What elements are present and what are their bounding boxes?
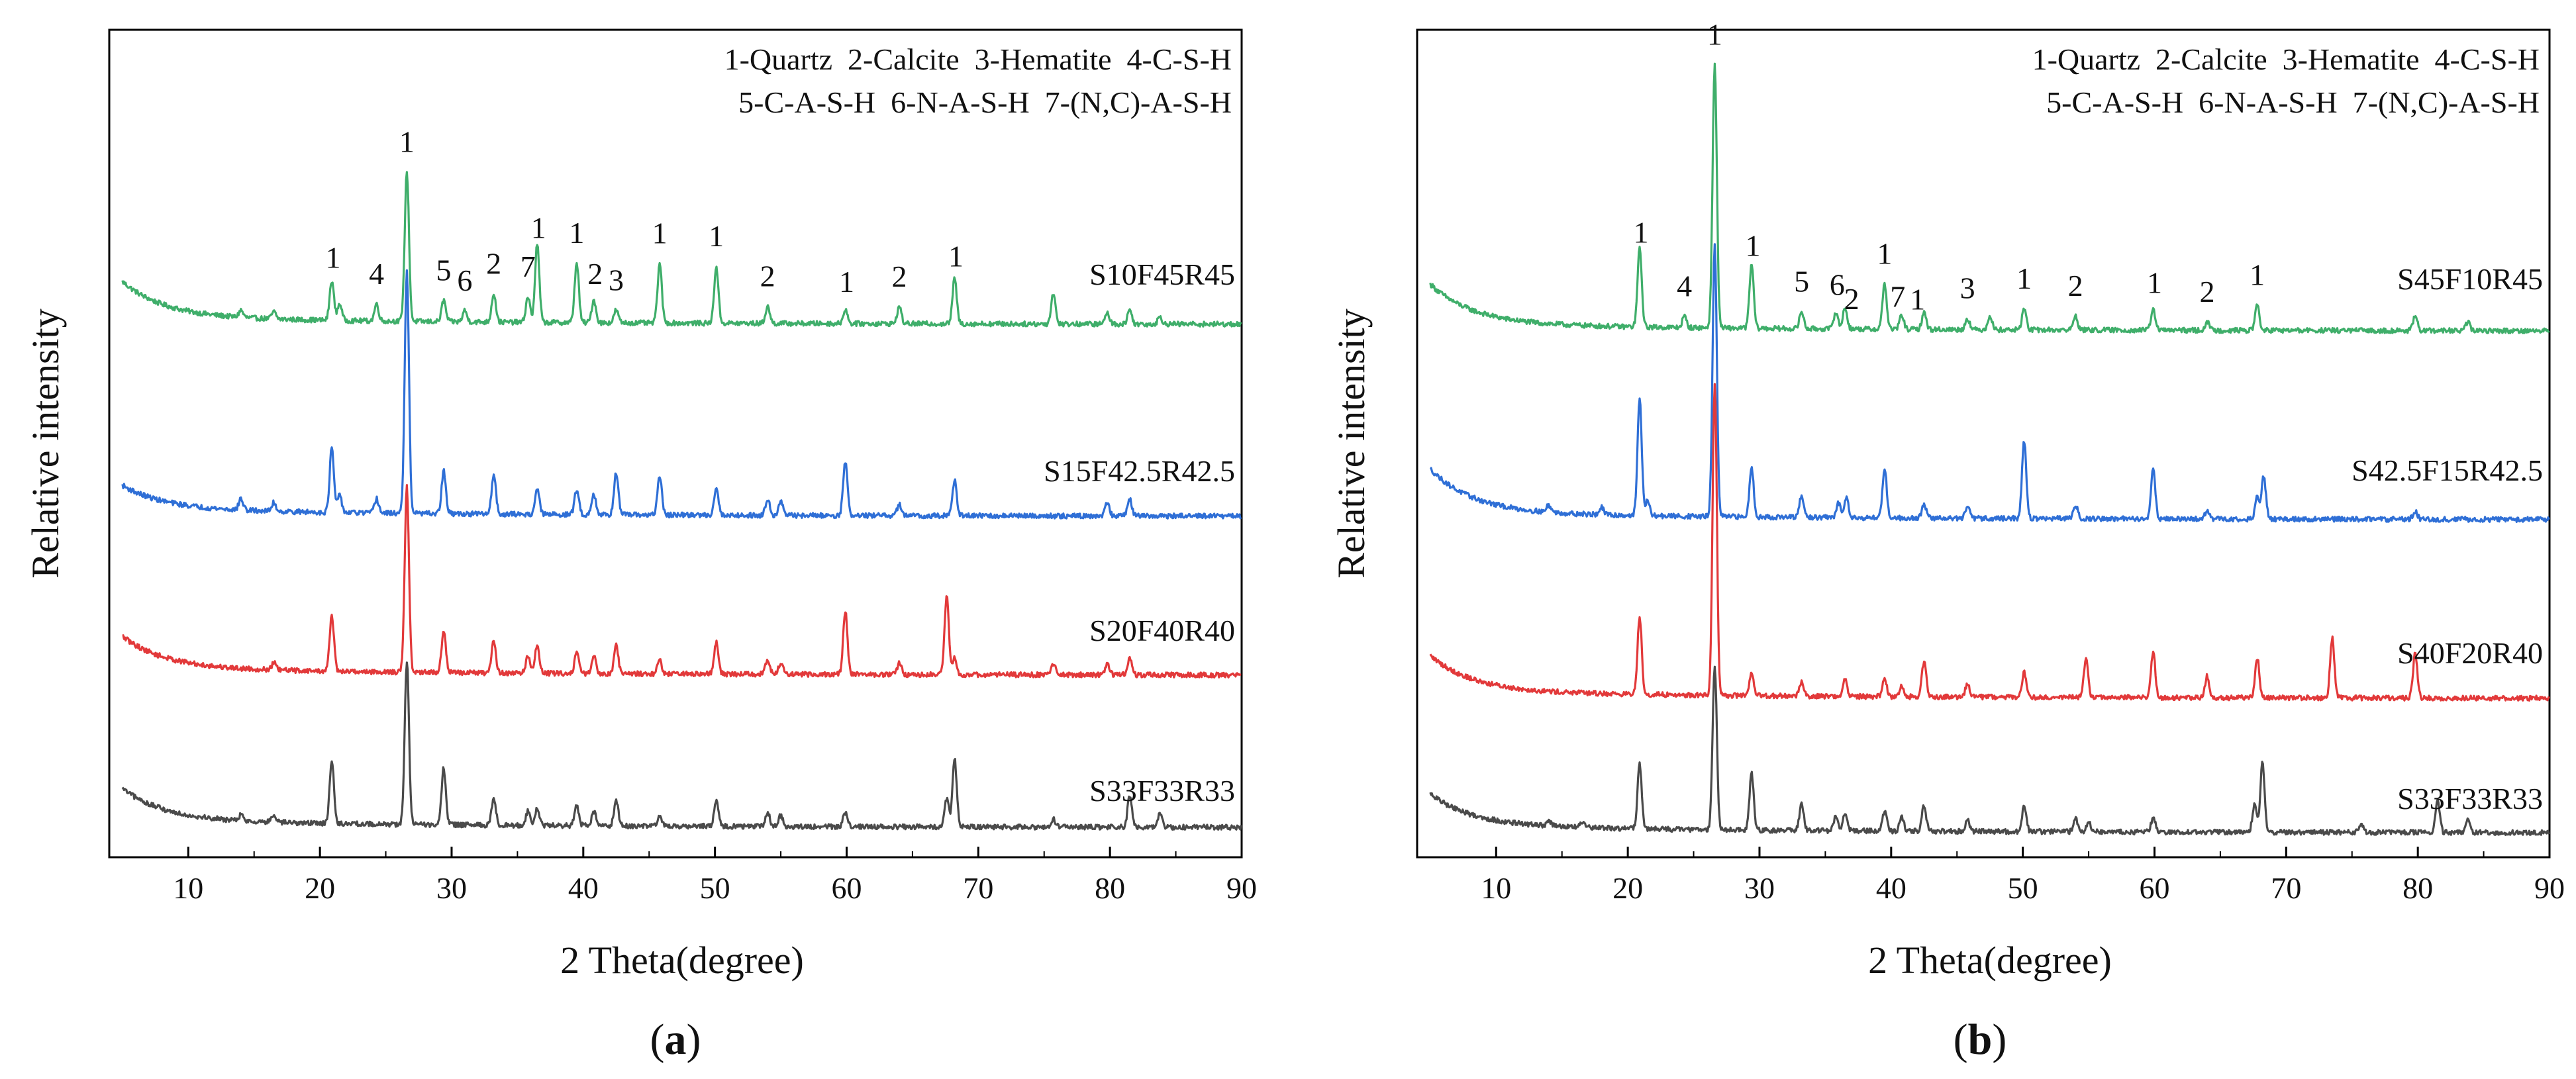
peak-annotation: 4 xyxy=(369,257,384,291)
panel-b-y-axis-label: Relative intensity xyxy=(1330,308,1373,579)
peak-annotation: 1 xyxy=(1634,216,1649,250)
panel-a-x-ticks: 10 20 30 40 50 60 70 80 90 xyxy=(173,847,1257,905)
peak-annotation: 2 xyxy=(587,257,603,291)
peak-annotation: 4 xyxy=(1677,269,1692,303)
panel-b-x-axis-label: 2 Theta(degree) xyxy=(1868,939,2112,982)
panel-a: S10F45R45 S15F42.5R42.5 S20F40R40 S33F33R33… xyxy=(24,28,1257,1064)
series-line-S33F33R33 xyxy=(121,661,1242,831)
series-label: S15F42.5R42.5 xyxy=(1044,454,1235,488)
series-label: S33F33R33 xyxy=(1089,774,1235,808)
peak-annotation: 2 xyxy=(892,259,907,293)
x-tick-label: 90 xyxy=(2534,871,2565,905)
series-line-S40F20R40 xyxy=(1429,383,2550,702)
peak-annotation: 1 xyxy=(531,211,546,245)
peak-annotation: 2 xyxy=(2200,275,2215,308)
peak-annotation: 6 xyxy=(457,263,472,297)
panel-b-x-ticks: 10 20 30 40 50 60 70 80 90 xyxy=(1481,847,2565,905)
peak-annotation: 5 xyxy=(436,254,452,287)
x-tick-label: 50 xyxy=(700,871,730,905)
peak-annotation: 2 xyxy=(1844,282,1859,316)
series-line-S42.5F15R42.5 xyxy=(1430,243,2550,524)
panel-a-series: S10F45R45 S15F42.5R42.5 S20F40R40 S33F33R33 xyxy=(121,171,1242,831)
peak-annotation: 1 xyxy=(1877,236,1892,270)
x-tick-label: 40 xyxy=(568,871,599,905)
peak-annotation: 1 xyxy=(2250,258,2265,291)
series-line-S10F45R45 xyxy=(121,171,1242,328)
panel-a-peak-annotations: 1 415 6 2 71 12 31 12 1 21 xyxy=(326,125,964,299)
peak-annotation: 1 xyxy=(2147,265,2162,299)
x-tick-label: 70 xyxy=(2271,871,2301,905)
series-label: S40F20R40 xyxy=(2397,636,2543,670)
series-label: S42.5F15R42.5 xyxy=(2352,453,2543,487)
panel-a-label-letter: a xyxy=(665,1015,687,1064)
x-tick-label: 80 xyxy=(1095,871,1125,905)
series-line-S45F10R45 xyxy=(1429,62,2550,334)
x-tick-label: 20 xyxy=(305,871,335,905)
peak-annotation: 1 xyxy=(948,240,964,273)
panel-b: S45F10R45 S42.5F15R42.5 S40F20R40 S33F33R33… xyxy=(1330,18,2565,1064)
panel-a-x-axis-label: 2 Theta(degree) xyxy=(560,939,804,982)
peak-annotation: 1 xyxy=(709,219,724,253)
panel-b-label-letter: b xyxy=(1968,1015,1993,1064)
x-tick-label: 90 xyxy=(1226,871,1257,905)
x-tick-label: 30 xyxy=(1744,871,1775,905)
panel-a-y-axis-label: Relative intensity xyxy=(24,308,67,579)
peak-annotation: 6 xyxy=(1830,268,1845,302)
peak-annotation: 2 xyxy=(2068,269,2083,303)
peak-annotation: 7 xyxy=(1890,280,1905,314)
peak-annotation: 2 xyxy=(486,247,501,281)
series-line-S33F33R33 xyxy=(1429,665,2550,836)
peak-annotation: 1 xyxy=(1707,18,1722,52)
x-tick-label: 20 xyxy=(1612,871,1643,905)
series-label: S20F40R40 xyxy=(1089,614,1235,647)
x-tick-label: 10 xyxy=(1481,871,1511,905)
series-label: S33F33R33 xyxy=(2397,782,2543,816)
peak-annotation: 2 xyxy=(760,259,775,293)
panel-b-legend-line-1: 1-Quartz 2-Calcite 3-Hematite 4-C-S-H xyxy=(2032,42,2540,76)
panel-a-plot-frame xyxy=(108,28,1243,859)
x-tick-label: 60 xyxy=(831,871,862,905)
x-tick-label: 40 xyxy=(1876,871,1907,905)
series-label: S10F45R45 xyxy=(1089,258,1235,291)
panel-b-plot-frame xyxy=(1416,28,2551,859)
peak-annotation: 1 xyxy=(839,265,854,299)
x-tick-label: 70 xyxy=(963,871,993,905)
peak-annotation: 1 xyxy=(1746,228,1761,262)
peak-annotation: 1 xyxy=(652,216,668,250)
peak-annotation: 1 xyxy=(2016,261,2032,295)
panel-a-label: (a) xyxy=(650,1015,701,1064)
peak-annotation: 1 xyxy=(569,216,584,250)
series-label: S45F10R45 xyxy=(2397,262,2543,296)
x-tick-label: 80 xyxy=(2403,871,2433,905)
peak-annotation: 1 xyxy=(326,240,341,274)
peak-annotation: 5 xyxy=(1794,265,1809,299)
x-tick-label: 60 xyxy=(2139,871,2169,905)
panel-a-legend-line-1: 1-Quartz 2-Calcite 3-Hematite 4-C-S-H xyxy=(724,42,1232,76)
panel-b-series: S45F10R45 S42.5F15R42.5 S40F20R40 S33F33R33 xyxy=(1429,62,2550,836)
series-line-S15F42.5R42.5 xyxy=(121,269,1242,520)
x-tick-label: 50 xyxy=(2008,871,2038,905)
peak-annotation: 1 xyxy=(399,125,415,159)
x-tick-label: 10 xyxy=(173,871,203,905)
peak-annotation: 7 xyxy=(520,250,536,283)
peak-annotation: 3 xyxy=(609,263,624,297)
panel-b-legend-line-2: 5-C-A-S-H 6-N-A-S-H 7-(N,C)-A-S-H xyxy=(2046,85,2540,119)
x-tick-label: 30 xyxy=(436,871,467,905)
series-line-S20F40R40 xyxy=(122,484,1242,679)
peak-annotation: 1 xyxy=(1910,282,1925,316)
panel-a-legend-line-2: 5-C-A-S-H 6-N-A-S-H 7-(N,C)-A-S-H xyxy=(738,85,1232,119)
peak-annotation: 3 xyxy=(1960,271,1975,305)
panel-b-label: (b) xyxy=(1954,1015,2007,1064)
